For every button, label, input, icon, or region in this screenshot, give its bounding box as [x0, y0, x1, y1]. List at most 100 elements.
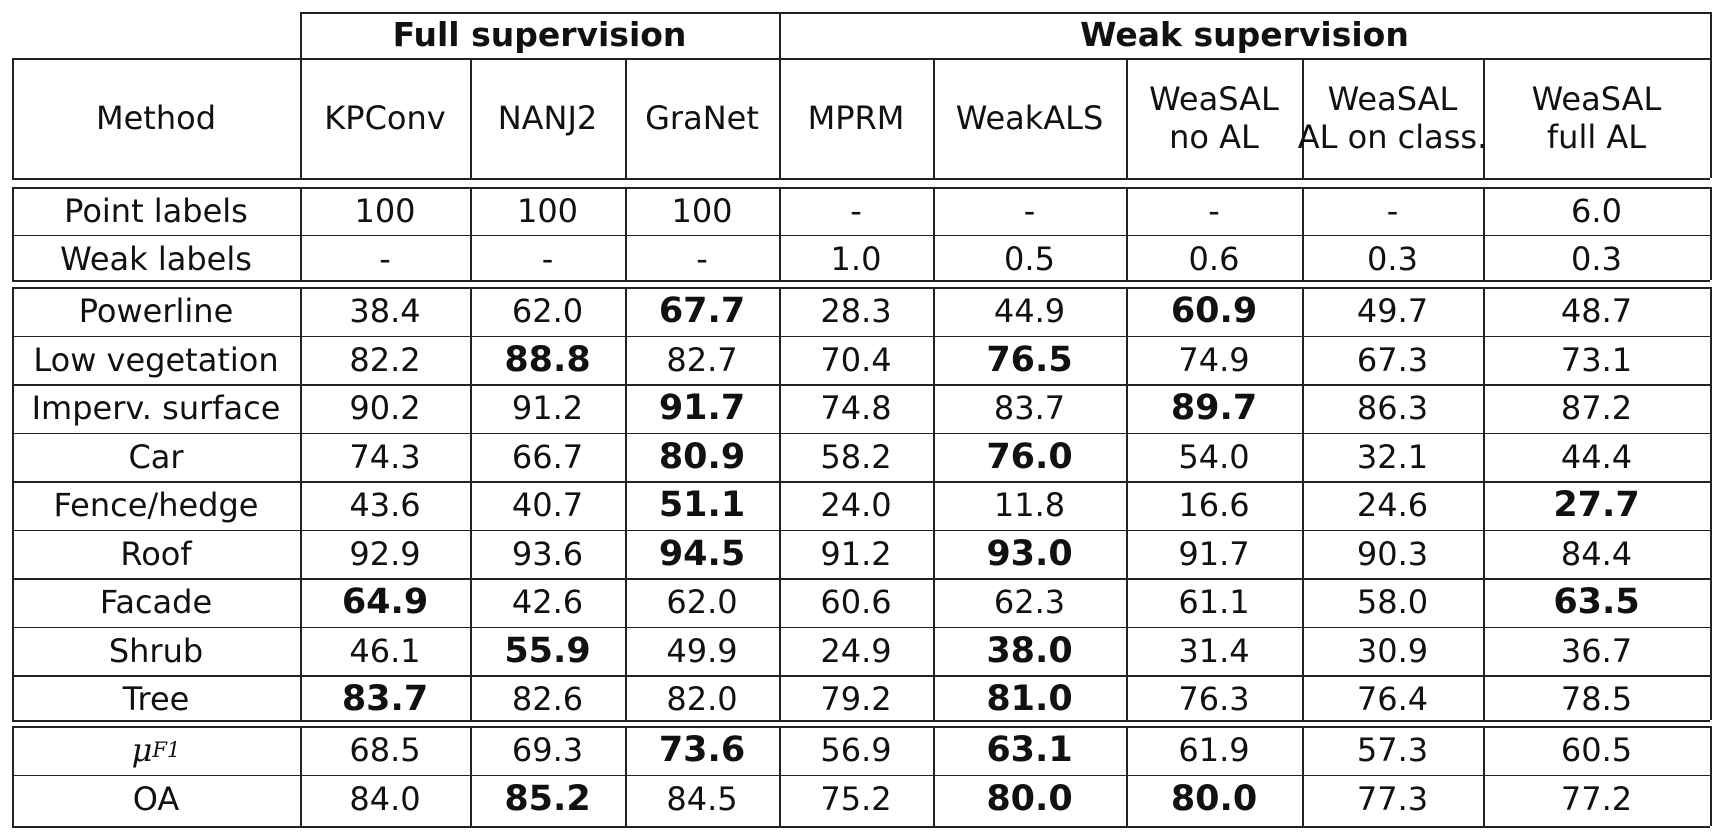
row-label: Car: [128, 437, 184, 476]
table-cell: 62.3: [993, 583, 1066, 622]
table-cell: 91.2: [511, 389, 584, 428]
table-cell: 90.3: [1356, 534, 1429, 573]
table-cell: 60.5: [1560, 731, 1633, 770]
table-cell: 73.6: [658, 730, 746, 771]
table-cell: 28.3: [820, 292, 892, 331]
rule-row: [12, 578, 1710, 580]
rule-section-top: [12, 726, 1710, 728]
table-cell: -: [850, 191, 862, 230]
rule-vertical: [933, 187, 935, 280]
table-cell: 32.1: [1356, 437, 1429, 476]
table-cell: 89.7: [1170, 388, 1258, 429]
column-header: KPConv: [300, 58, 470, 178]
table-cell: 75.2: [820, 779, 892, 818]
table-cell: 81.0: [986, 679, 1073, 720]
rule-row: [12, 675, 1710, 677]
rule-vertical: [470, 187, 472, 280]
table-cell: 84.5: [666, 779, 738, 818]
column-header-line: WeaSAL: [1531, 80, 1662, 118]
table-cell: 92.9: [349, 534, 421, 573]
table-cell: 61.1: [1178, 583, 1250, 622]
rule-vertical: [625, 58, 627, 178]
rule-vertical: [470, 726, 472, 826]
table-cell: 100: [354, 191, 416, 230]
table-cell: -: [696, 239, 708, 278]
table-cell: 27.7: [1553, 485, 1640, 526]
rule-vertical: [12, 58, 14, 178]
table-cell: 79.2: [820, 680, 892, 719]
table-cell: 63.5: [1553, 582, 1640, 623]
rule-vertical: [470, 58, 472, 178]
table-cell: 90.2: [349, 389, 421, 428]
rule-vertical: [300, 12, 302, 58]
table-cell: 44.9: [993, 292, 1066, 331]
table-cell: 54.0: [1178, 437, 1250, 476]
table-cell: -: [1386, 191, 1399, 230]
table-cell: 67.3: [1356, 340, 1429, 379]
table-cell: 24.9: [820, 631, 892, 670]
table-cell: 44.4: [1560, 437, 1633, 476]
table-cell: 38.0: [986, 630, 1073, 671]
rule-row: [12, 335, 1710, 337]
rule-row: [12, 384, 1710, 386]
table-cell: 43.6: [349, 486, 421, 525]
table-cell: 77.2: [1560, 779, 1633, 818]
rule-section-bottom: [12, 280, 1710, 282]
rule-row: [12, 481, 1710, 483]
rule-vertical: [1126, 58, 1128, 178]
row-label: μ F1: [12, 726, 300, 775]
rule-vertical: [625, 187, 627, 280]
rule-row: [12, 234, 1710, 237]
column-header-line: KPConv: [324, 99, 446, 137]
table-cell: 91.7: [1178, 534, 1250, 573]
rule-vertical: [470, 287, 472, 720]
column-header: WeaSAL AL on class.: [1298, 58, 1488, 178]
table-cell: 57.3: [1356, 731, 1429, 770]
column-header-line: WeaSAL: [1149, 80, 1279, 118]
column-header: Method: [12, 58, 300, 178]
table-cell: 24.0: [820, 486, 892, 525]
table-cell: 76.3: [1178, 680, 1250, 719]
rule-vertical: [1483, 187, 1485, 280]
rule-vertical: [1126, 187, 1128, 280]
table-cell: 42.6: [511, 583, 584, 622]
table-cell: 77.3: [1356, 779, 1429, 818]
rule-section-top: [12, 287, 1710, 289]
table-cell: 56.9: [820, 731, 892, 770]
row-label: Tree: [122, 680, 190, 719]
column-header-line: MPRM: [807, 99, 905, 137]
table-cell: 84.4: [1560, 534, 1633, 573]
rule-vertical: [779, 58, 781, 178]
table-cell: 82.6: [511, 680, 584, 719]
table-cell: 84.0: [349, 779, 421, 818]
table-cell: 24.6: [1356, 486, 1429, 525]
rule-vertical: [1710, 12, 1712, 58]
rule-vertical: [300, 287, 302, 720]
table-cell: 49.7: [1356, 292, 1429, 331]
rule-top: [300, 12, 1710, 14]
rule-vertical: [12, 287, 14, 720]
column-header-line: no AL: [1169, 118, 1259, 156]
group-header: Weak supervision: [1080, 15, 1409, 54]
table-cell: 74.3: [349, 437, 421, 476]
table-cell: 48.7: [1560, 292, 1633, 331]
row-label-subscript: F1: [152, 738, 181, 763]
rule-vertical: [1710, 287, 1712, 720]
table-cell: 1.0: [830, 239, 882, 278]
table-cell: 73.1: [1560, 340, 1633, 379]
table-cell: 0.3: [1367, 239, 1418, 278]
column-header-line: full AL: [1546, 118, 1647, 156]
table-cell: 62.0: [666, 583, 738, 622]
rule-vertical: [1710, 726, 1712, 826]
table-cell: 76.5: [986, 339, 1073, 380]
column-header-line: GraNet: [645, 99, 759, 137]
row-label: Shrub: [108, 631, 204, 670]
table-cell: 63.1: [986, 730, 1073, 771]
rule-vertical: [12, 726, 14, 826]
table-cell: 62.0: [511, 292, 584, 331]
table-cell: 100: [516, 191, 579, 230]
rule-vertical: [1302, 187, 1304, 280]
table-cell: 93.0: [986, 533, 1073, 574]
table-cell: 76.0: [986, 436, 1073, 477]
row-label: Fence/hedge: [53, 486, 259, 525]
